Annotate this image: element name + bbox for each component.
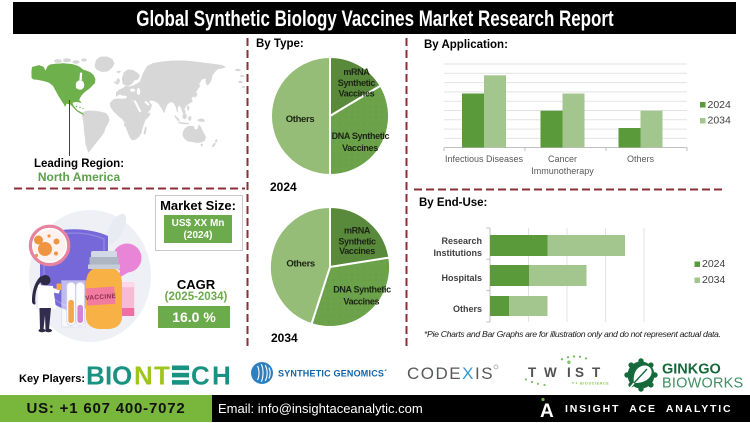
svg-text:A: A (540, 401, 554, 421)
svg-text:Synthetic: Synthetic (338, 78, 376, 88)
svg-text:mRNA: mRNA (344, 226, 371, 236)
svg-text:Research: Research (441, 236, 482, 246)
svg-text:I: I (567, 365, 571, 380)
svg-text:Institutions: Institutions (434, 248, 483, 258)
svg-text:2024: 2024 (702, 258, 726, 270)
svg-text:B: B (86, 362, 105, 390)
svg-text:BIOWORKS: BIOWORKS (662, 376, 743, 392)
svg-text:DNA Synthetic: DNA Synthetic (332, 131, 390, 141)
svg-text:C: C (191, 362, 210, 390)
svg-text:H: H (212, 362, 231, 390)
svg-text:Vaccines: Vaccines (339, 246, 375, 256)
svg-text:DNA Synthetic: DNA Synthetic (333, 285, 391, 295)
svg-text:Others: Others (286, 114, 315, 125)
svg-text:2034: 2034 (702, 274, 726, 286)
svg-text:N: N (134, 362, 153, 390)
svg-text:Infectious Diseases: Infectious Diseases (445, 154, 524, 164)
svg-text:S: S (575, 365, 584, 380)
svg-text:W: W (544, 365, 557, 380)
svg-text:Cancer: Cancer (548, 154, 577, 164)
svg-text:O: O (112, 362, 132, 390)
svg-text:VACCINE: VACCINE (85, 293, 117, 302)
svg-text:SYNTHETIC GENOMICS´: SYNTHETIC GENOMICS´ (278, 369, 387, 379)
svg-text:Others: Others (286, 258, 315, 269)
svg-text:2034: 2034 (708, 115, 732, 127)
svg-text:T: T (528, 365, 537, 380)
svg-text:Hospitals: Hospitals (441, 273, 482, 283)
svg-text:Others: Others (453, 304, 482, 314)
svg-text:CODEXIS: CODEXIS (407, 364, 494, 383)
svg-text:mRNA: mRNA (343, 67, 370, 77)
svg-text:Vaccines: Vaccines (339, 89, 375, 99)
svg-text:I: I (105, 362, 112, 390)
svg-text:BIOSCIENCE: BIOSCIENCE (580, 382, 609, 386)
svg-text:Synthetic: Synthetic (338, 237, 376, 247)
svg-text:GINKGO: GINKGO (662, 362, 721, 378)
svg-text:Vaccines: Vaccines (343, 297, 379, 307)
svg-text:Immunotherapy: Immunotherapy (531, 166, 594, 176)
svg-text:2024: 2024 (708, 99, 732, 111)
svg-text:Vaccines: Vaccines (342, 143, 378, 153)
svg-text:T: T (592, 365, 601, 380)
svg-text:Others: Others (627, 154, 655, 164)
svg-text:T: T (154, 362, 170, 390)
